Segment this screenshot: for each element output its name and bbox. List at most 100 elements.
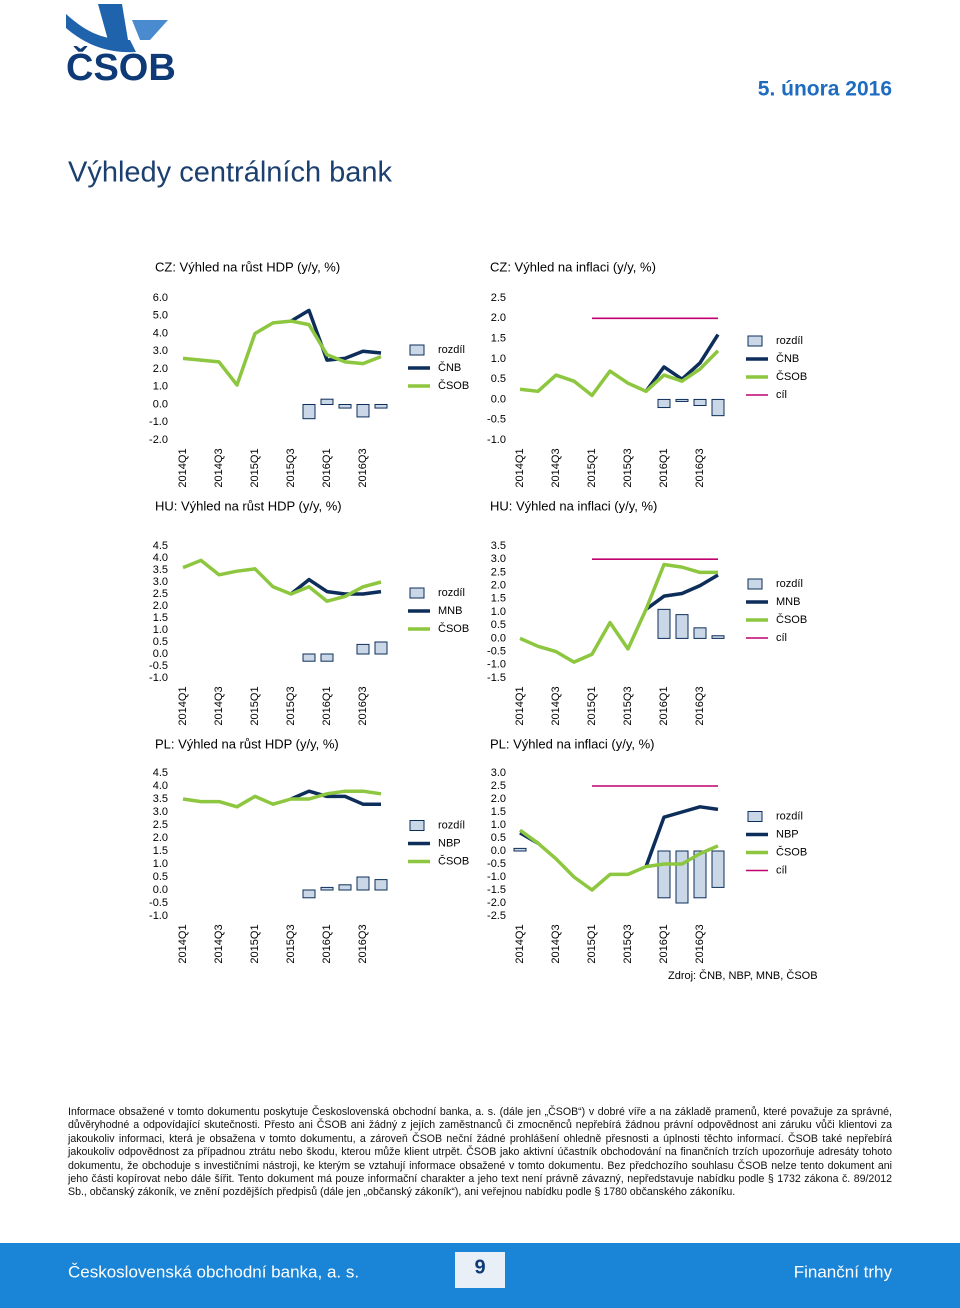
x-tick-label: 2016Q3 — [694, 686, 706, 725]
y-tick-label: -1.5 — [487, 884, 506, 896]
x-tick-label: 2014Q3 — [213, 924, 225, 963]
x-tick-label: 2016Q1 — [321, 686, 333, 725]
logo: ČSOB — [66, 4, 176, 89]
legend-label: cíl — [776, 632, 787, 644]
x-tick-label: 2016Q1 — [658, 924, 670, 963]
y-tick-label: 2.5 — [491, 566, 506, 578]
line — [519, 349, 720, 398]
x-tick-label: 2015Q1 — [249, 924, 261, 963]
y-tick-label: 2.0 — [491, 312, 506, 324]
bar — [657, 850, 671, 899]
y-tick-label: 2.5 — [153, 588, 168, 600]
legend-label: MNB — [438, 605, 462, 617]
y-tick-label: 2.0 — [153, 600, 168, 612]
source: Zdroj: ČNB, NBP, MNB, ČSOB — [668, 969, 818, 982]
y-tick-label: 3.0 — [153, 345, 168, 357]
bar — [374, 404, 388, 409]
bar — [302, 404, 316, 420]
bar — [320, 886, 334, 891]
legend-label: rozdíl — [776, 335, 803, 347]
legend-label: ČSOB — [776, 613, 807, 626]
x-tick-label: 2016Q1 — [658, 448, 670, 487]
line — [182, 789, 382, 809]
y-tick-label: -0.5 — [487, 414, 506, 426]
page-title: Výhledy centrálních bank — [68, 157, 393, 189]
y-tick-label: -1.0 — [487, 871, 506, 883]
bar — [374, 641, 388, 655]
line — [182, 558, 382, 603]
bar — [657, 608, 671, 639]
x-tick-label: 2014Q3 — [213, 448, 225, 487]
bar — [675, 614, 689, 639]
x-tick-label: 2015Q3 — [285, 924, 297, 963]
x-tick-label: 2016Q1 — [321, 924, 333, 963]
x-tick-label: 2015Q3 — [622, 686, 634, 725]
page-number: 9 — [474, 1256, 485, 1278]
y-tick-label: 0.0 — [491, 632, 506, 644]
legend-label: rozdíl — [438, 587, 465, 599]
x-tick-label: 2015Q3 — [622, 448, 634, 487]
y-tick-label: -2.0 — [487, 897, 506, 909]
y-tick-label: 1.5 — [491, 332, 506, 344]
line — [519, 562, 718, 664]
y-tick-label: -0.5 — [487, 858, 506, 870]
y-tick-label: -0.5 — [487, 646, 506, 658]
date: 5. února 2016 — [758, 78, 892, 101]
y-tick-label: 1.0 — [491, 819, 506, 831]
y-tick-label: 2.0 — [491, 580, 506, 592]
y-tick-label: 0.0 — [153, 884, 168, 896]
y-tick-label: 1.5 — [491, 593, 506, 605]
x-tick-label: 2016Q3 — [357, 924, 369, 963]
chart: PL: Výhled na růst HDP (y/y, %)-1.0-0.50… — [149, 736, 469, 963]
legend-label: rozdíl — [776, 578, 803, 590]
y-tick-label: 2.0 — [153, 363, 168, 375]
legend-label: MNB — [776, 596, 800, 608]
x-tick-label: 2015Q3 — [622, 924, 634, 963]
footer: Československá obchodní banka, a. s. 9 F… — [0, 1243, 960, 1308]
bar — [338, 404, 352, 409]
chart-title: PL: Výhled na inflaci (y/y, %) — [490, 736, 655, 751]
y-tick-label: 1.5 — [153, 612, 168, 624]
x-tick-label: 2015Q1 — [249, 686, 261, 725]
bar — [374, 879, 388, 891]
legend-swatch — [747, 335, 763, 347]
legend-label: cíl — [776, 389, 787, 401]
bar — [693, 627, 707, 639]
legend-label: NBP — [776, 828, 799, 840]
x-tick-label: 2015Q1 — [586, 686, 598, 725]
y-tick-label: 0.5 — [153, 636, 168, 648]
footer-section: Finanční trhy — [794, 1262, 893, 1281]
y-tick-label: 0.5 — [491, 832, 506, 844]
y-tick-label: 4.5 — [153, 540, 168, 552]
y-tick-label: 1.0 — [491, 353, 506, 365]
bar — [711, 635, 725, 639]
y-tick-label: 3.5 — [491, 540, 506, 552]
y-tick-label: 1.0 — [153, 858, 168, 870]
y-tick-label: -2.0 — [149, 434, 168, 446]
line — [644, 573, 719, 611]
page-box — [455, 1252, 505, 1288]
y-tick-label: 2.5 — [153, 819, 168, 831]
x-tick-label: 2016Q3 — [357, 686, 369, 725]
y-tick-label: -1.0 — [149, 672, 168, 684]
chart-title: HU: Výhled na růst HDP (y/y, %) — [155, 498, 342, 513]
legend-label: ČSOB — [776, 845, 807, 858]
bar — [356, 643, 370, 655]
chart: CZ: Výhled na inflaci (y/y, %) -1.0 -0.5 0.… — [487, 259, 807, 487]
y-tick-label: 3.0 — [491, 553, 506, 565]
y-tick-label: 3.5 — [153, 564, 168, 576]
y-tick-label: 3.0 — [153, 806, 168, 818]
legend-swatch — [747, 811, 763, 822]
bar — [356, 404, 370, 418]
y-tick-label: -1.0 — [487, 434, 506, 446]
legend-label: ČSOB — [438, 622, 469, 635]
disclaimer: Informace obsažené v tomto dokumentu pos… — [68, 1106, 892, 1199]
bar — [711, 850, 725, 888]
x-tick-label: 2014Q3 — [550, 686, 562, 725]
chart-title: CZ: Výhled na růst HDP (y/y, %) — [155, 259, 340, 274]
bar — [356, 876, 370, 891]
line — [518, 828, 719, 892]
y-tick-label: -1.0 — [149, 910, 168, 922]
y-tick-label: 4.0 — [153, 780, 168, 792]
